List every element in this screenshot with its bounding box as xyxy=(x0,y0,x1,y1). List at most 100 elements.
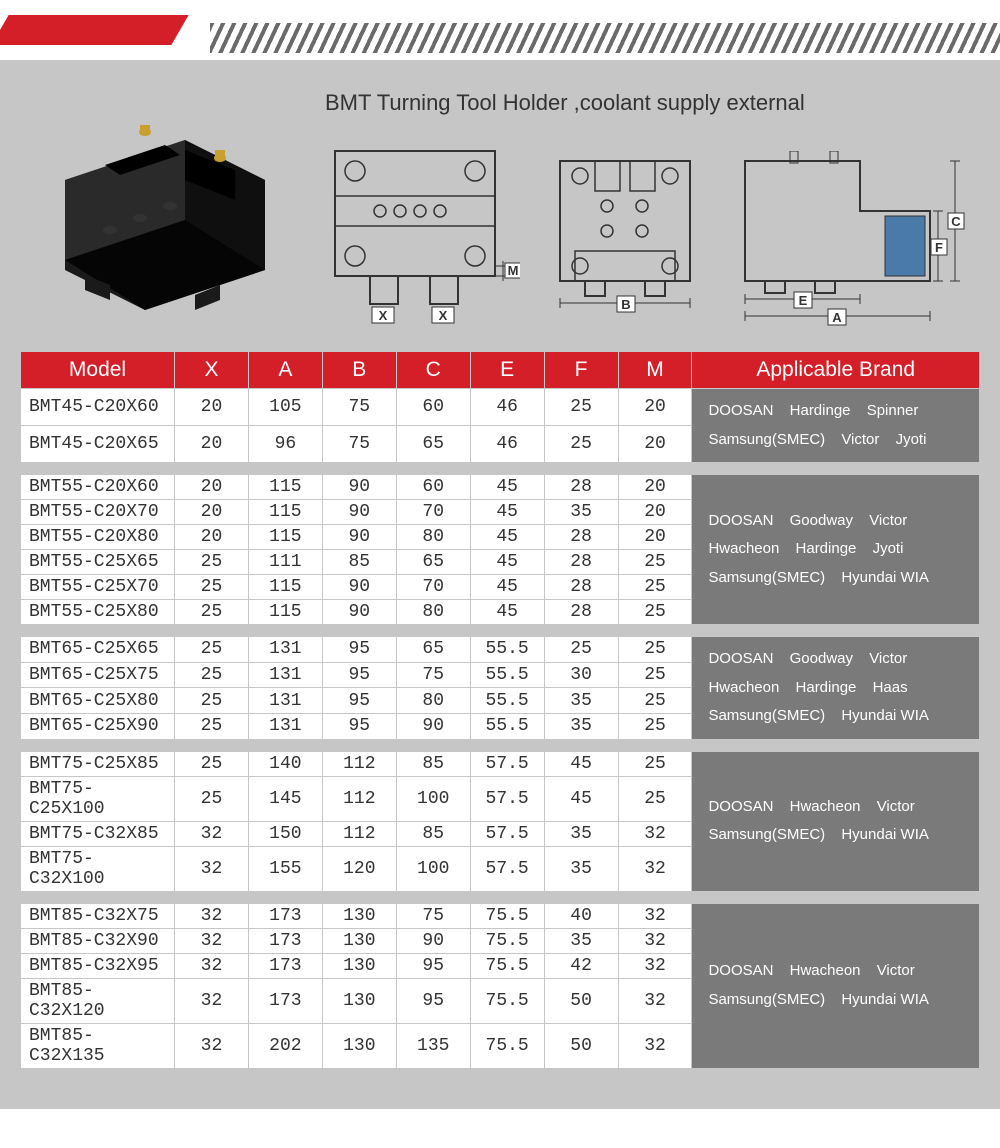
cell-a: 105 xyxy=(248,389,322,426)
cell-b: 130 xyxy=(322,1023,396,1068)
cell-e: 75.5 xyxy=(470,978,544,1023)
cell-e: 57.5 xyxy=(470,776,544,821)
cell-m: 32 xyxy=(618,1023,692,1068)
brand-item: Goodway xyxy=(790,645,853,674)
cell-c: 75 xyxy=(396,662,470,688)
cell-m: 25 xyxy=(618,637,692,663)
brand-item: Spinner xyxy=(867,397,919,426)
brand-item: Jyoti xyxy=(873,535,904,564)
brand-item: DOOSAN xyxy=(708,645,773,674)
red-accent xyxy=(0,0,210,60)
cell-c: 75 xyxy=(396,903,470,928)
cell-f: 35 xyxy=(544,713,618,739)
brand-item: Hyundai WIA xyxy=(841,702,929,731)
cell-model: BMT85-C32X95 xyxy=(21,953,175,978)
cell-e: 75.5 xyxy=(470,1023,544,1068)
cell-c: 85 xyxy=(396,751,470,776)
cell-m: 20 xyxy=(618,426,692,463)
brand-item: Victor xyxy=(869,645,907,674)
right-section: BMT Turning Tool Holder ,coolant supply … xyxy=(325,90,980,326)
cell-m: 32 xyxy=(618,928,692,953)
cell-model: BMT85-C32X120 xyxy=(21,978,175,1023)
cell-e: 55.5 xyxy=(470,713,544,739)
cell-a: 173 xyxy=(248,953,322,978)
cell-a: 131 xyxy=(248,713,322,739)
cell-b: 90 xyxy=(322,575,396,600)
cell-x: 25 xyxy=(175,776,249,821)
cell-f: 30 xyxy=(544,662,618,688)
dim-label-x1: X xyxy=(379,308,388,323)
cell-model: BMT85-C32X90 xyxy=(21,928,175,953)
spacer-row xyxy=(21,739,980,751)
cell-model: BMT45-C20X65 xyxy=(21,426,175,463)
brand-cell: DOOSAN Goodway Victor Hwacheon Hardinge … xyxy=(692,637,980,740)
cell-b: 95 xyxy=(322,662,396,688)
cell-x: 32 xyxy=(175,978,249,1023)
spec-table: Model X A B C E F M Applicable Brand BMT… xyxy=(20,351,980,1069)
brand-item: Hwacheon xyxy=(708,535,779,564)
cell-b: 90 xyxy=(322,475,396,500)
cell-c: 135 xyxy=(396,1023,470,1068)
cell-x: 32 xyxy=(175,846,249,891)
brand-item: Samsung(SMEC) xyxy=(708,702,825,731)
cell-c: 90 xyxy=(396,928,470,953)
brand-item: Victor xyxy=(869,507,907,536)
cell-m: 20 xyxy=(618,500,692,525)
cell-m: 25 xyxy=(618,600,692,625)
cell-a: 173 xyxy=(248,928,322,953)
cell-e: 45 xyxy=(470,600,544,625)
dim-label-e: E xyxy=(799,293,808,308)
cell-b: 95 xyxy=(322,688,396,714)
cell-e: 57.5 xyxy=(470,846,544,891)
cell-f: 35 xyxy=(544,500,618,525)
cell-f: 35 xyxy=(544,846,618,891)
cell-m: 20 xyxy=(618,389,692,426)
cell-x: 25 xyxy=(175,751,249,776)
cell-f: 25 xyxy=(544,426,618,463)
table-row: BMT75-C25X85251401128557.54525DOOSAN Hwa… xyxy=(21,751,980,776)
brand-cell: DOOSAN Hwacheon Victor Samsung(SMEC) Hyu… xyxy=(692,903,980,1068)
brand-item: Hyundai WIA xyxy=(841,564,929,593)
cell-x: 32 xyxy=(175,953,249,978)
cell-m: 25 xyxy=(618,776,692,821)
cell-b: 120 xyxy=(322,846,396,891)
cell-c: 60 xyxy=(396,389,470,426)
brand-item: Hwacheon xyxy=(708,674,779,703)
brand-item: Hardinge xyxy=(796,535,857,564)
cell-a: 115 xyxy=(248,575,322,600)
cell-c: 65 xyxy=(396,637,470,663)
cell-x: 25 xyxy=(175,600,249,625)
cell-model: BMT55-C20X70 xyxy=(21,500,175,525)
cell-c: 80 xyxy=(396,525,470,550)
cell-x: 25 xyxy=(175,550,249,575)
brand-item: Victor xyxy=(877,957,915,986)
cell-e: 45 xyxy=(470,550,544,575)
cell-e: 75.5 xyxy=(470,903,544,928)
cell-a: 150 xyxy=(248,821,322,846)
cell-a: 115 xyxy=(248,600,322,625)
brand-cell: DOOSAN Goodway Victor Hwacheon Hardinge … xyxy=(692,475,980,625)
cell-x: 32 xyxy=(175,903,249,928)
cell-e: 46 xyxy=(470,389,544,426)
dim-label-f: F xyxy=(935,240,943,255)
table-row: BMT55-C20X60201159060452820DOOSAN Goodwa… xyxy=(21,475,980,500)
cell-model: BMT85-C32X135 xyxy=(21,1023,175,1068)
cell-a: 111 xyxy=(248,550,322,575)
col-c: C xyxy=(396,352,470,389)
spacer-row xyxy=(21,625,980,637)
cell-b: 112 xyxy=(322,751,396,776)
cell-e: 55.5 xyxy=(470,688,544,714)
cell-c: 65 xyxy=(396,426,470,463)
cell-x: 20 xyxy=(175,525,249,550)
cell-model: BMT75-C25X100 xyxy=(21,776,175,821)
cell-a: 115 xyxy=(248,475,322,500)
brand-item: Goodway xyxy=(790,507,853,536)
cell-x: 25 xyxy=(175,662,249,688)
col-b: B xyxy=(322,352,396,389)
cell-b: 95 xyxy=(322,637,396,663)
cell-b: 112 xyxy=(322,776,396,821)
brand-item: Samsung(SMEC) xyxy=(708,986,825,1015)
cell-x: 25 xyxy=(175,637,249,663)
cell-e: 57.5 xyxy=(470,751,544,776)
brand-item: Hwacheon xyxy=(790,957,861,986)
